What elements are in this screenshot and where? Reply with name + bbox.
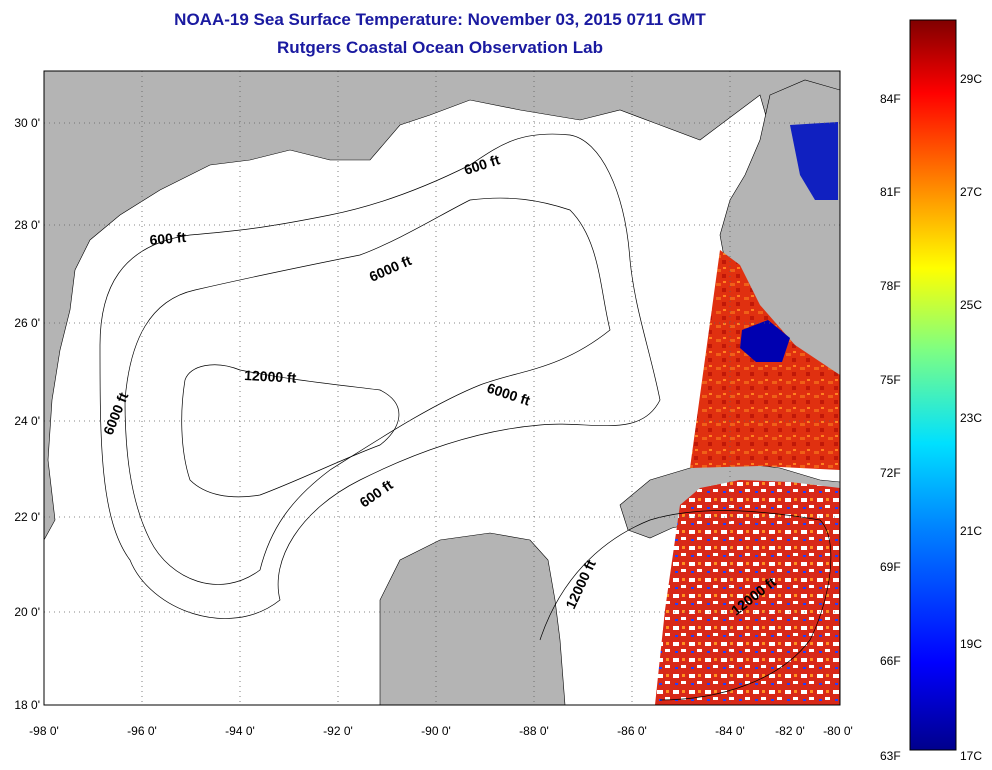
y-tick-label: 22 0' [14,510,40,524]
y-tick-label: 20 0' [14,605,40,619]
colorbar-f-label: 69F [880,560,901,574]
colorbar-c-labels: 29C 27C 25C 23C 21C 19C 17C [960,72,982,763]
land-north-coast [44,71,840,541]
colorbar-f-label: 75F [880,373,901,387]
x-tick-label: -98 0' [29,724,59,738]
y-tick-label: 30 0' [14,116,40,130]
x-tick-label: -94 0' [225,724,255,738]
colorbar-c-label: 21C [960,524,982,538]
sst-blue-patch [740,320,790,362]
x-tick-label: -84 0' [715,724,745,738]
contour-12000ft-east [539,510,832,701]
colorbar-f-label: 72F [880,466,901,480]
contour-label: 600 ft [149,229,187,248]
colorbar-f-labels: 84F 81F 78F 75F 72F 69F 66F 63F [880,92,901,763]
contour-label: 12000 ft [244,367,297,386]
x-tick-label: -88 0' [519,724,549,738]
sst-swath-south [655,480,840,705]
colorbar-f-label: 63F [880,749,901,763]
colorbar-f-label: 81F [880,185,901,199]
colorbar-f-label: 84F [880,92,901,106]
colorbar-c-label: 17C [960,749,982,763]
colorbar-c-label: 29C [960,72,982,86]
y-tick-label: 24 0' [14,414,40,428]
contour-12000ft [181,364,400,498]
x-tick-label: -80 0' [823,724,853,738]
x-tick-label: -82 0' [775,724,805,738]
contour-600ft [99,133,661,619]
map-subtitle: Rutgers Coastal Ocean Observation Lab [277,38,603,57]
colorbar-c-label: 19C [960,637,982,651]
colorbar-f-label: 66F [880,654,901,668]
x-tick-label: -96 0' [127,724,157,738]
colorbar-c-label: 23C [960,411,982,425]
sst-atlantic-blue [790,122,838,200]
land-yucatan [379,532,566,705]
y-tick-label: 28 0' [14,218,40,232]
map-title: NOAA-19 Sea Surface Temperature: Novembe… [174,10,706,29]
contour-6000ft [124,197,611,585]
y-tick-label: 18 0' [14,698,40,712]
x-tick-label: -92 0' [323,724,353,738]
colorbar-c-label: 27C [960,185,982,199]
colorbar-f-label: 78F [880,279,901,293]
colorbar-c-label: 25C [960,298,982,312]
x-tick-label: -90 0' [421,724,451,738]
y-tick-label: 26 0' [14,316,40,330]
x-tick-label: -86 0' [617,724,647,738]
colorbar [909,19,957,751]
